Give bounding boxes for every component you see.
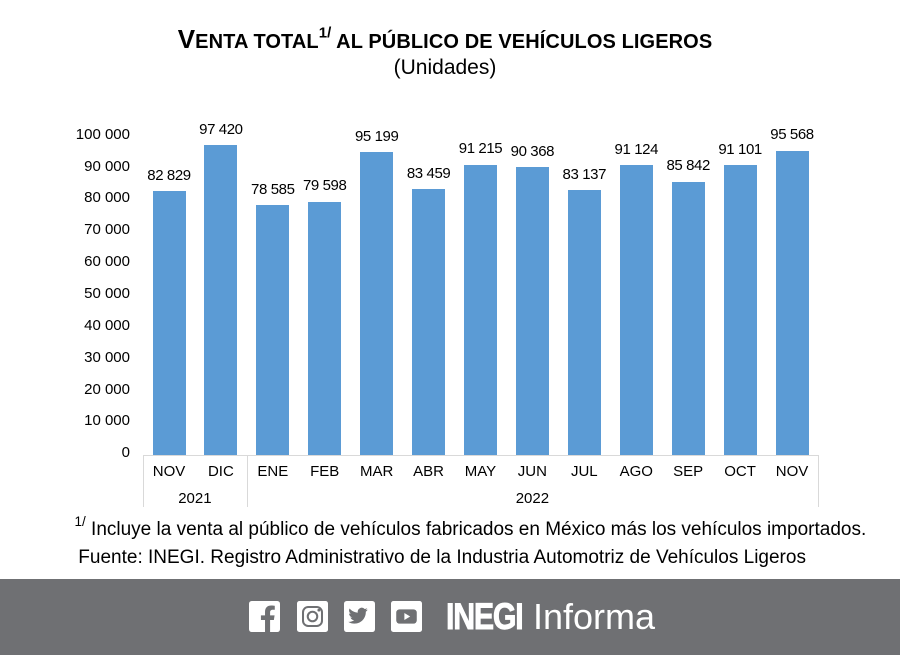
svg-text:INEGI: INEGI bbox=[446, 596, 522, 638]
svg-text:Informa: Informa bbox=[533, 596, 656, 637]
